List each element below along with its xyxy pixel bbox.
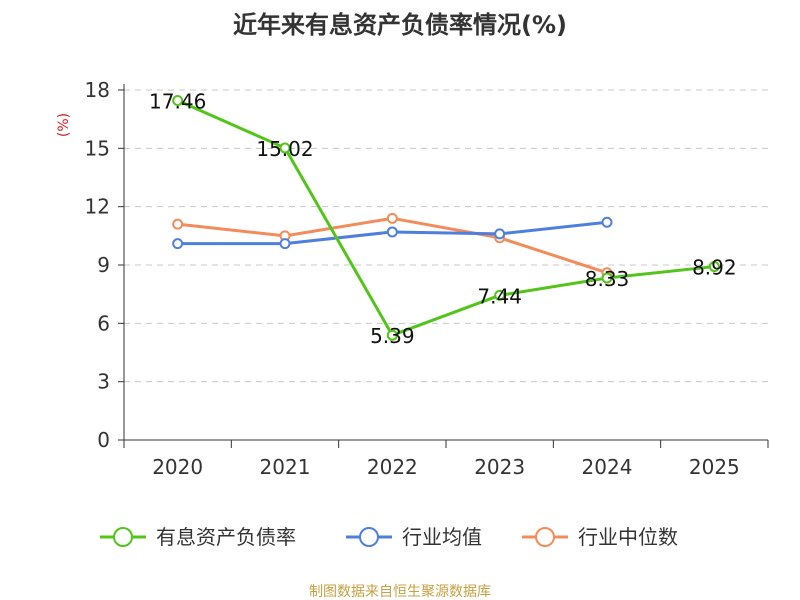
x-tick-label: 2021 (260, 455, 311, 479)
data-labels: 17.46 15.02 5.39 7.44 8.33 8.92 (149, 90, 737, 349)
data-point (601, 272, 613, 284)
gridlines (124, 89, 768, 383)
data-label: 5.39 (370, 324, 415, 348)
legend-label: 有息资产负债率 (156, 525, 296, 549)
y-tick-label: 6 (97, 311, 110, 335)
legend-marker-icon (113, 527, 133, 547)
data-point (279, 238, 291, 250)
data-point (494, 289, 506, 301)
data-point (601, 216, 613, 228)
data-point (386, 226, 398, 238)
legend-item[interactable]: 行业中位数 (522, 525, 678, 549)
legend-item[interactable]: 行业均值 (346, 525, 482, 549)
y-tick-label: 9 (97, 253, 110, 277)
data-point (494, 228, 506, 240)
data-label: 17.46 (149, 90, 206, 114)
series-lines (172, 95, 720, 341)
legend-label: 行业中位数 (578, 525, 678, 549)
y-axis-label: (%) (56, 113, 72, 137)
x-tick-label: 2020 (152, 455, 203, 479)
y-tick-label: 15 (85, 136, 110, 160)
y-tick-label: 3 (97, 370, 110, 394)
series-line (177, 99, 715, 337)
data-point (279, 142, 291, 154)
y-tick-label: 18 (85, 78, 110, 102)
y-tick-label: 0 (97, 428, 110, 452)
source-note: 制图数据来自恒生聚源数据库 (309, 584, 491, 600)
legend-marker-icon (535, 527, 555, 547)
x-tick-label: 2022 (367, 455, 418, 479)
x-tick-label: 2024 (582, 455, 633, 479)
data-point (172, 95, 184, 106)
y-tick-label: 12 (85, 195, 110, 219)
legend-marker-icon (359, 527, 379, 547)
legend: 有息资产负债率 行业均值 行业中位数 (100, 525, 678, 549)
data-point (386, 212, 398, 224)
data-point (708, 261, 720, 273)
data-label: 8.33 (585, 267, 630, 291)
chart-title: 近年来有息资产负债率情况(%) (233, 11, 567, 39)
legend-item[interactable]: 有息资产负债率 (100, 525, 296, 549)
data-label: 8.92 (692, 256, 737, 280)
data-point (172, 238, 184, 250)
data-label: 15.02 (256, 137, 313, 161)
data-point (386, 329, 398, 341)
x-tick-label: 2025 (689, 455, 740, 479)
legend-label: 行业均值 (402, 525, 482, 549)
axes: 0 3 6 9 12 15 18 2020 2021 2022 2023 2024 2025 (85, 78, 769, 479)
x-tick-label: 2023 (474, 455, 525, 479)
data-label: 7.44 (477, 284, 522, 308)
data-point (172, 218, 184, 230)
